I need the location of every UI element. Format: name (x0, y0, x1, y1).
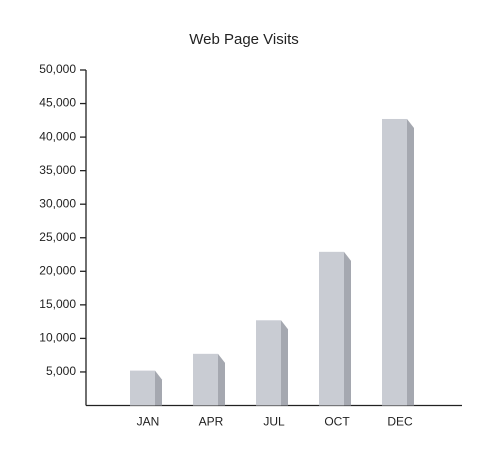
bar (256, 320, 281, 406)
bar (193, 353, 218, 406)
y-tick-label: 10,000 (39, 331, 76, 345)
bar-side (218, 353, 225, 406)
y-tick-label: 40,000 (39, 129, 76, 143)
x-tick-label: DEC (387, 415, 413, 429)
bar-side (155, 370, 162, 406)
y-tick-label: 50,000 (39, 62, 76, 76)
y-tick-label: 45,000 (39, 96, 76, 110)
y-tick-label: 30,000 (39, 196, 76, 210)
bar-side (344, 251, 351, 406)
y-tick-label: 15,000 (39, 297, 76, 311)
bar (382, 118, 407, 406)
x-tick-label: APR (199, 415, 224, 429)
x-tick-label: OCT (324, 415, 350, 429)
y-tick-label: 35,000 (39, 163, 76, 177)
y-tick-label: 25,000 (39, 230, 76, 244)
y-tick-label: 20,000 (39, 263, 76, 277)
bar-side (281, 320, 288, 406)
bar-side (407, 118, 414, 406)
bar (319, 251, 344, 406)
chart-title: Web Page Visits (189, 31, 299, 48)
x-tick-label: JAN (137, 415, 160, 429)
bar (130, 370, 155, 406)
y-tick-label: 5,000 (46, 364, 76, 378)
x-tick-label: JUL (263, 415, 285, 429)
